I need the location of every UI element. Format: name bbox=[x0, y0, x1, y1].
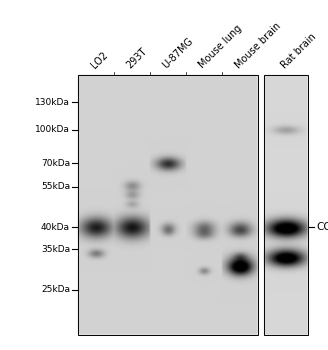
Text: Rat brain: Rat brain bbox=[279, 31, 318, 70]
Text: 40kDa: 40kDa bbox=[41, 223, 70, 232]
Text: Mouse brain: Mouse brain bbox=[233, 20, 282, 70]
Text: Mouse lung: Mouse lung bbox=[197, 23, 244, 70]
Text: 130kDa: 130kDa bbox=[35, 98, 70, 107]
Bar bbox=[78, 75, 258, 335]
Text: CCDC50: CCDC50 bbox=[316, 222, 328, 232]
Text: 35kDa: 35kDa bbox=[41, 245, 70, 254]
Text: 293T: 293T bbox=[125, 46, 149, 70]
Text: 55kDa: 55kDa bbox=[41, 182, 70, 191]
Text: 25kDa: 25kDa bbox=[41, 285, 70, 294]
Text: 70kDa: 70kDa bbox=[41, 159, 70, 168]
Text: LO2: LO2 bbox=[89, 49, 110, 70]
Text: U-87MG: U-87MG bbox=[161, 35, 195, 70]
Bar bbox=[264, 75, 308, 335]
Text: 100kDa: 100kDa bbox=[35, 125, 70, 134]
